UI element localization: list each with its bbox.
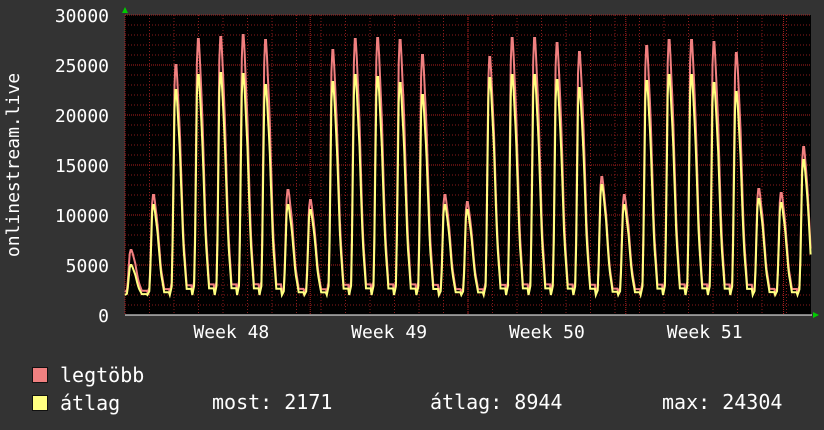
legend-swatch-avg [32, 395, 48, 411]
legend-item-max: legtöbb [32, 363, 145, 387]
y-axis-label: onlinestream.live [3, 73, 24, 257]
stat-average: átlag: 8944 [430, 390, 563, 414]
stat-max: max: 24304 [662, 390, 783, 414]
y-axis-ticks: 0 5000 10000 15000 20000 25000 30000 [55, 6, 109, 327]
y-tick-label: 5000 [66, 256, 109, 277]
x-tick-label: Week 51 [667, 322, 743, 343]
y-tick-label: 30000 [55, 6, 109, 27]
x-tick-label: Week 50 [509, 322, 585, 343]
series-line-avg [124, 72, 812, 299]
legend-label-max: legtöbb [60, 363, 145, 387]
stat-current: most: 2171 [212, 390, 333, 414]
y-tick-label: 10000 [55, 206, 109, 227]
x-axis-arrow [813, 312, 819, 318]
legend-label-avg: átlag [60, 391, 121, 415]
x-axis-ticks: Week 48 Week 49 Week 50 Week 51 [193, 322, 742, 343]
series-group [124, 34, 812, 299]
legend-swatch-max [32, 367, 48, 383]
x-tick-label: Week 48 [193, 322, 269, 343]
y-tick-label: 25000 [55, 56, 109, 77]
legend-item-avg: átlag [32, 391, 121, 415]
x-tick-label: Week 49 [351, 322, 427, 343]
y-tick-label: 0 [98, 306, 109, 327]
y-tick-label: 20000 [55, 106, 109, 127]
y-axis-arrow [122, 7, 128, 13]
y-tick-label: 15000 [55, 156, 109, 177]
